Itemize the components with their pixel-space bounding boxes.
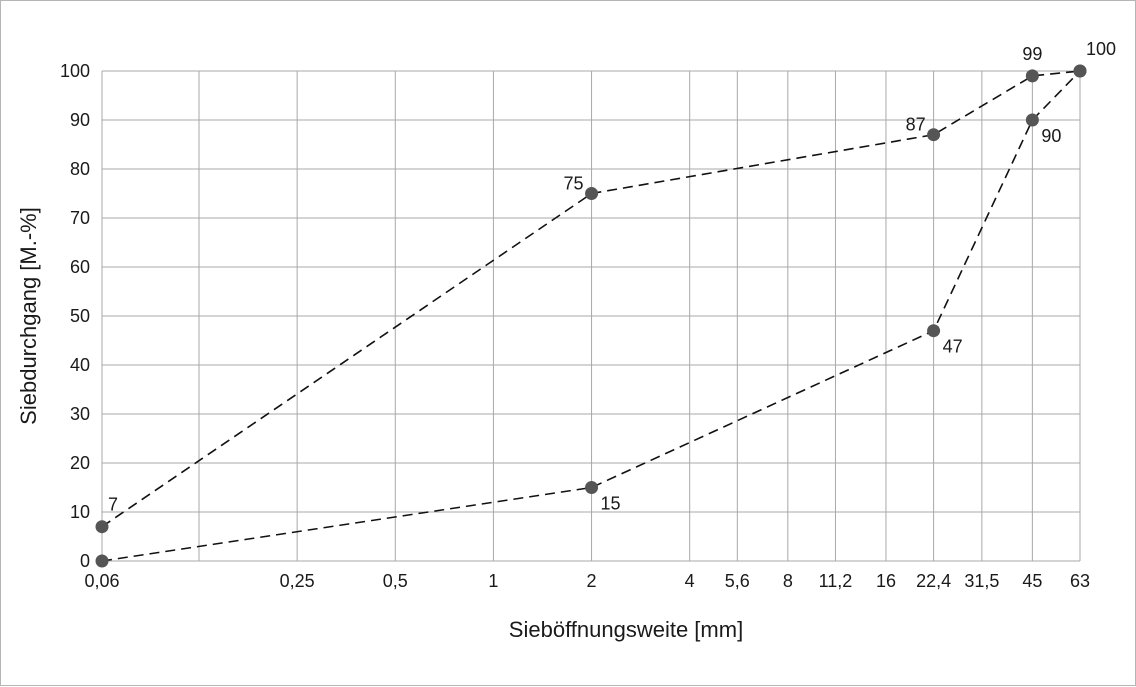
y-tick-label: 30 — [70, 404, 90, 424]
data-point — [95, 554, 109, 568]
y-tick-label: 20 — [70, 453, 90, 473]
y-tick-label: 50 — [70, 306, 90, 326]
y-axis-title: Siebdurchgang [M.-%] — [16, 207, 41, 425]
data-label: 47 — [943, 337, 963, 357]
x-tick-label: 2 — [587, 571, 597, 591]
x-tick-label: 31,5 — [964, 571, 999, 591]
data-label: 100 — [1086, 39, 1116, 59]
data-point — [1073, 64, 1087, 78]
tick-labels: 0 10 20 30 40 50 60 70 80 90 100 0,06 0,25 0,5 1 2 4 5,6 8… — [60, 61, 1090, 591]
y-tick-label: 80 — [70, 159, 90, 179]
data-label: 75 — [564, 174, 584, 194]
x-tick-label: 22,4 — [916, 571, 951, 591]
data-label: 99 — [1022, 44, 1042, 64]
data-point — [927, 324, 941, 338]
data-point — [1025, 113, 1039, 127]
data-point — [95, 520, 109, 534]
grid-lines — [101, 70, 1081, 562]
x-tick-label: 0,25 — [280, 571, 315, 591]
x-tick-label: 63 — [1070, 571, 1090, 591]
x-tick-label: 0,06 — [84, 571, 119, 591]
series-1: 7 75 87 99 100 — [95, 39, 1116, 534]
y-tick-label: 10 — [70, 502, 90, 522]
x-tick-label: 0,5 — [383, 571, 408, 591]
series-2: 15 47 90 — [95, 64, 1087, 568]
y-tick-label: 90 — [70, 110, 90, 130]
data-series: 7 75 87 99 100 15 47 90 — [95, 39, 1116, 568]
data-point — [1025, 69, 1039, 83]
x-axis-title: Sieböffnungsweite [mm] — [509, 617, 743, 642]
x-tick-label: 45 — [1022, 571, 1042, 591]
y-tick-label: 100 — [60, 61, 90, 81]
y-tick-label: 40 — [70, 355, 90, 375]
data-point — [927, 128, 941, 142]
data-label: 90 — [1041, 126, 1061, 146]
data-point — [585, 187, 599, 200]
data-label: 7 — [108, 495, 118, 515]
x-tick-label: 5,6 — [725, 571, 750, 591]
x-tick-label: 16 — [876, 571, 896, 591]
data-label: 87 — [906, 115, 926, 135]
x-tick-label: 1 — [488, 571, 498, 591]
data-point — [585, 481, 599, 494]
y-tick-label: 0 — [80, 551, 90, 571]
data-label: 15 — [601, 494, 621, 514]
x-tick-label: 11,2 — [819, 571, 853, 591]
y-tick-label: 60 — [70, 257, 90, 277]
y-tick-label: 70 — [70, 208, 90, 228]
x-tick-label: 4 — [685, 571, 695, 591]
x-tick-label: 8 — [783, 571, 793, 591]
